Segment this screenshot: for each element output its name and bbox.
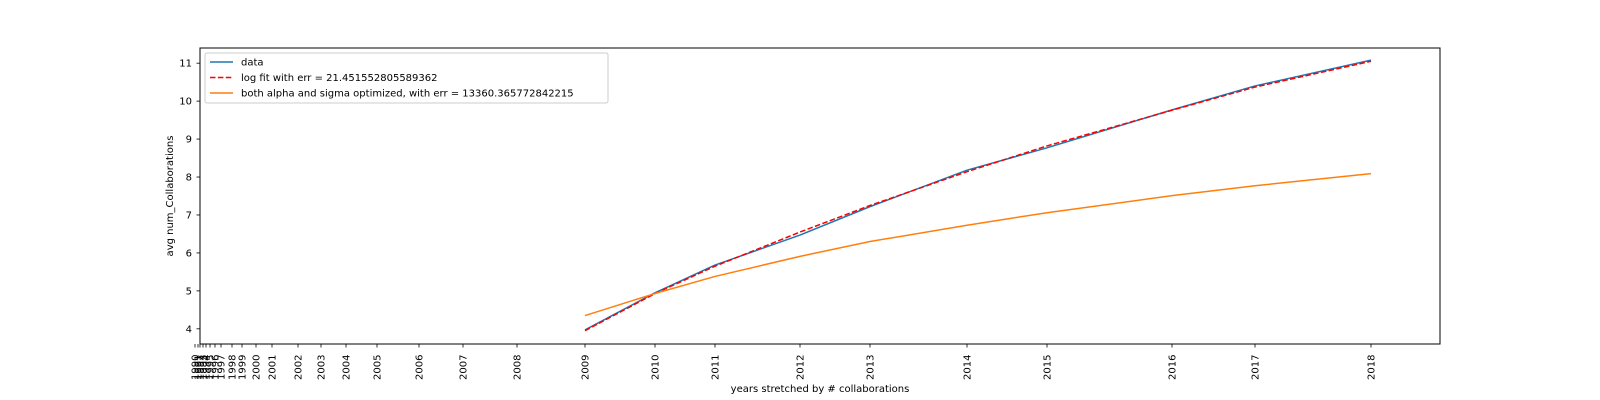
x-tick-label: 2018 [1367, 355, 1378, 380]
y-axis: 4 5 6 7 8 9 10 11 [179, 59, 200, 335]
y-tick-label: 5 [186, 286, 192, 297]
legend: data log fit with err = 21.45155280558936… [204, 52, 609, 104]
x-tick-label: 2014 [963, 355, 974, 380]
x-tick-label: 2007 [459, 355, 470, 380]
x-tick-label: 1997 [217, 355, 228, 380]
x-tick-label: 2017 [1251, 355, 1262, 380]
y-tick-label: 4 [186, 324, 192, 335]
x-tick-label: 1990 [191, 355, 202, 380]
x-tick-label: 1999 [238, 355, 249, 380]
x-tick-label: 2005 [373, 355, 384, 380]
x-tick-label: 2001 [268, 355, 279, 380]
series-line-2 [584, 60, 1372, 332]
x-tick-label: 2016 [1168, 355, 1179, 380]
x-tick-label: 2009 [581, 355, 592, 380]
legend-label: both alpha and sigma optimized, with err… [241, 89, 574, 100]
x-tick-label: 2011 [711, 355, 722, 380]
legend-label: data [241, 58, 264, 69]
y-tick-label: 9 [186, 135, 192, 146]
y-tick-label: 6 [186, 248, 192, 259]
y-axis-label: avg num_Collaborations [165, 136, 176, 257]
y-tick-label: 10 [179, 97, 192, 108]
legend-box [204, 52, 609, 104]
x-tick-label: 2002 [294, 355, 305, 380]
x-tick-label: 2010 [651, 355, 662, 380]
x-tick-label: 2003 [317, 355, 328, 380]
x-tick-label: 2015 [1043, 355, 1054, 380]
y-tick-label: 8 [186, 173, 192, 184]
x-axis-label: years stretched by # collaborations [731, 384, 910, 395]
x-tick-label: 2012 [796, 355, 807, 380]
x-tick-label: 2000 [252, 355, 263, 380]
y-tick-label: 11 [179, 59, 192, 70]
axes-frame [199, 47, 1441, 345]
x-tick-label: 1995 [206, 355, 217, 380]
x-tick-label: 2006 [415, 355, 426, 380]
x-tick-label: 1991 [194, 355, 205, 380]
x-tick-label: 1998 [228, 355, 239, 380]
x-tick-label: 1992 [196, 355, 207, 380]
x-tick-label: 1994 [202, 355, 213, 380]
x-tick-label: 2013 [866, 355, 877, 380]
x-tick-label: 1996 [211, 355, 222, 380]
plot-area [584, 59, 1372, 332]
y-tick-label: 7 [186, 210, 192, 221]
x-tick-label: 2008 [513, 355, 524, 380]
x-tick-label: 2004 [342, 355, 353, 380]
x-tick-label: 1993 [199, 355, 210, 380]
legend-label: log fit with err = 21.451552805589362 [241, 73, 438, 84]
series-line-3 [584, 172, 1372, 317]
